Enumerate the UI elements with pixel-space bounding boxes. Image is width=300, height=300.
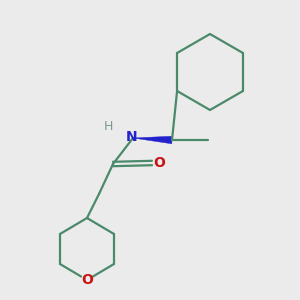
Text: H: H — [103, 121, 113, 134]
Text: O: O — [153, 156, 165, 170]
Polygon shape — [133, 136, 172, 144]
Text: O: O — [81, 273, 93, 287]
Text: N: N — [126, 130, 138, 144]
